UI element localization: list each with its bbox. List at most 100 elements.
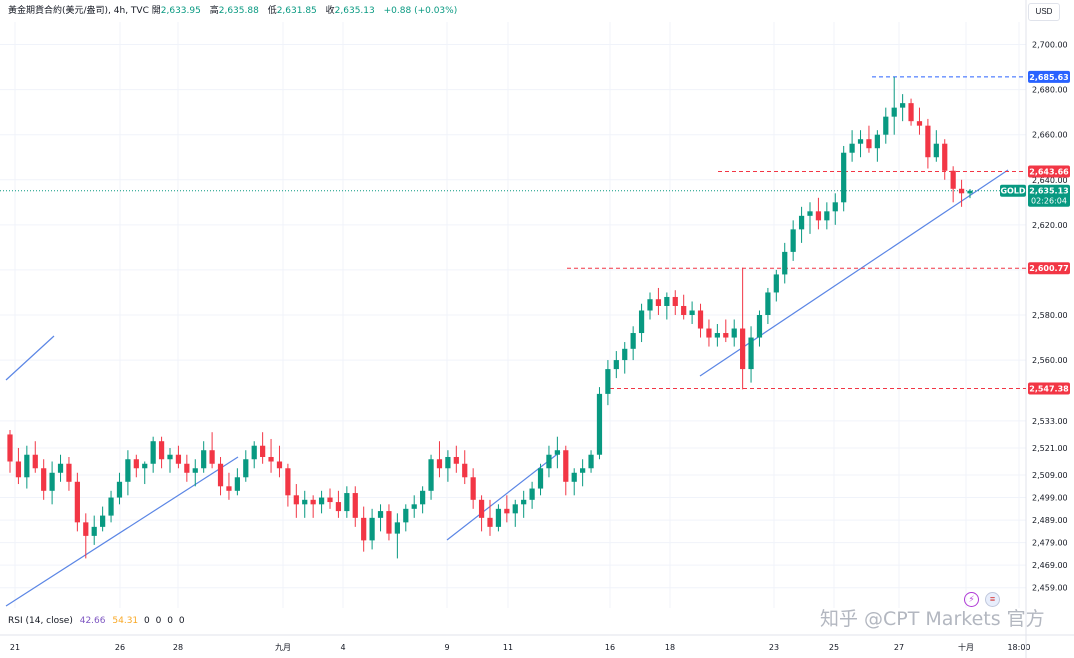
candle-body (512, 504, 518, 514)
candle-body (900, 103, 906, 108)
candle-body (310, 499, 316, 505)
currency-button[interactable]: USD (1028, 3, 1060, 21)
price-tag-label: 2,547.38 (1029, 385, 1069, 394)
candle-body (276, 461, 283, 469)
candle-body (201, 450, 207, 469)
price-tag (1028, 262, 1070, 275)
price-tag-label: 2,600.77 (1029, 264, 1068, 273)
rsi-legend[interactable]: RSI (14, close) 42.66 54.31 0 0 0 0 (8, 616, 185, 626)
candle-body (344, 493, 350, 512)
candle-body (908, 103, 914, 122)
price-tag (1028, 70, 1070, 83)
candle-body (967, 190, 973, 194)
x-tick-label: 28 (173, 643, 183, 652)
candle-body (302, 499, 308, 505)
lightning-icon[interactable]: ⚡ (964, 592, 979, 607)
candle-body (318, 497, 325, 505)
candle-body (394, 522, 400, 534)
candle-body (563, 450, 569, 482)
candle-body (24, 454, 30, 478)
candle-body (268, 456, 274, 462)
candle-body (942, 143, 948, 171)
candle-body (807, 211, 813, 216)
candle-body (756, 315, 763, 338)
candle-body (790, 229, 796, 252)
candle-body (386, 511, 392, 534)
current-price-tag (1028, 184, 1070, 207)
candle-body (66, 463, 72, 482)
candle-body (596, 393, 603, 455)
candle-body (217, 463, 224, 487)
candle-body (765, 292, 771, 315)
y-tick-label: 2,489.00 (1032, 516, 1068, 525)
candle-body (529, 488, 535, 500)
y-tick-label: 2,499.00 (1032, 494, 1068, 503)
x-tick-label: 27 (894, 643, 904, 652)
candle-body (916, 121, 923, 126)
candle-body (285, 468, 291, 496)
low-label: 低 (267, 6, 277, 16)
candle-body (630, 333, 636, 349)
candle-body (133, 459, 139, 469)
candle-body (638, 310, 645, 334)
watermark: 知乎 @CPT Markets 官方 (820, 608, 1045, 630)
y-tick-label: 2,580.00 (1032, 311, 1068, 320)
candle-body (681, 305, 687, 315)
candle-body (731, 328, 737, 338)
candle-body (933, 143, 939, 158)
rsi-extra: 0 (155, 616, 162, 626)
candle-body (453, 456, 459, 464)
chart-header: 黃金期貨合約(美元/盎司), 4h, TVC 開2,633.95 高2,635.… (8, 3, 463, 16)
x-tick-label: 11 (503, 643, 513, 652)
candle-body (251, 445, 257, 460)
high-value: 2,635.88 (218, 6, 259, 16)
candle-body (723, 333, 729, 338)
candle-body (192, 468, 198, 473)
candle-body (32, 454, 38, 469)
y-tick-label: 2,640.00 (1032, 176, 1068, 185)
x-tick-label: 25 (829, 643, 839, 652)
x-tick-label: 18 (665, 643, 675, 652)
x-tick-label: 4 (340, 643, 345, 652)
x-tick-label: 九月 (275, 643, 291, 652)
candle-body (622, 348, 628, 361)
close-value: 2,635.13 (334, 6, 375, 16)
candle-body (15, 461, 22, 478)
open-value: 2,633.95 (160, 6, 201, 16)
change-value: +0.88 (+0.03%) (383, 6, 458, 16)
x-tick-label: 26 (115, 643, 125, 652)
candle-body (748, 337, 754, 370)
symbol-tag-label: GOLD (1000, 187, 1025, 196)
y-tick-label: 2,560.00 (1032, 356, 1068, 365)
candle-body (647, 299, 653, 311)
rsi-extra: 0 (144, 616, 150, 626)
candle-body (554, 450, 560, 455)
candle-body (209, 450, 215, 464)
candle-body (655, 299, 662, 306)
candle-body (462, 463, 468, 478)
y-tick-label: 2,459.00 (1032, 584, 1068, 593)
candle-body (588, 454, 594, 469)
flag-icon[interactable]: ≡ (985, 592, 1000, 607)
candle-body (613, 360, 619, 370)
candle-body (335, 502, 342, 512)
candle-body (571, 472, 577, 482)
candle-body (874, 134, 880, 149)
y-tick-label: 2,521.00 (1032, 444, 1068, 453)
y-tick-label: 2,700.00 (1032, 41, 1068, 50)
candle-body (891, 107, 897, 117)
open-label: 開 (151, 6, 161, 16)
candle-body (293, 495, 299, 505)
y-tick-label: 2,620.00 (1032, 221, 1068, 230)
candle-body (664, 296, 670, 306)
candle-body (361, 517, 367, 541)
candle-body (832, 202, 838, 212)
candle-body (841, 152, 847, 203)
price-tag-label: 2,643.66 (1029, 168, 1069, 177)
candle-body (950, 170, 956, 189)
candle-body (260, 445, 266, 457)
x-tick-label: 9 (444, 643, 449, 652)
candle-body (352, 493, 358, 518)
y-tick-label: 2,479.00 (1032, 539, 1068, 548)
